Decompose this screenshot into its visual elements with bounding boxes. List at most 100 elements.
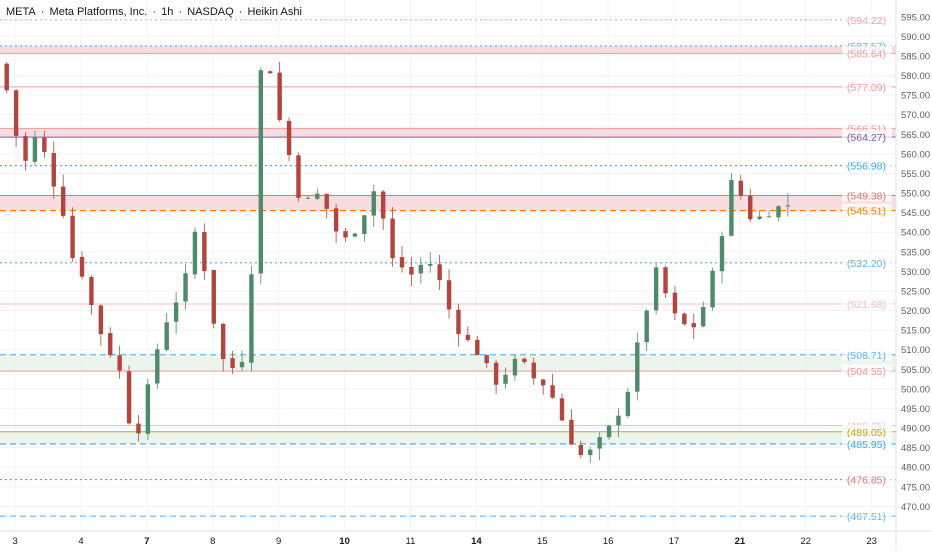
level-label-bg <box>842 347 892 361</box>
title-separator: · <box>238 6 243 18</box>
candle-body <box>89 277 94 306</box>
candle-body <box>249 274 254 363</box>
candle-body <box>559 398 565 421</box>
y-tick-label: 575.00 <box>901 91 930 102</box>
candle-body <box>4 63 9 91</box>
x-tick-label: 15 <box>537 536 548 547</box>
candle-body <box>540 379 546 386</box>
title-separator: · <box>178 6 183 18</box>
candle-body <box>362 215 367 235</box>
level-label: (549.38) <box>847 190 886 202</box>
candle-body <box>503 374 508 384</box>
y-tick-label: 555.00 <box>901 169 930 180</box>
candle-body <box>475 339 480 356</box>
price-zone <box>0 195 896 211</box>
level-label-bg <box>842 296 892 310</box>
candle-body <box>776 206 781 218</box>
title-separator: · <box>152 6 157 18</box>
level-label: (504.55) <box>847 366 886 378</box>
level-label-bg <box>842 130 892 144</box>
exchange-label: NASDAQ <box>187 6 234 18</box>
level-label: (532.20) <box>847 258 886 270</box>
candle-body <box>512 358 518 376</box>
chart-style-label: Heikin Ashi <box>247 6 302 18</box>
candle-body <box>766 216 772 218</box>
candle-body <box>522 358 527 362</box>
candle-body <box>70 215 75 259</box>
price-zone <box>0 354 896 372</box>
candle-body <box>117 355 122 371</box>
level-label-bg <box>842 436 892 450</box>
candle-body <box>465 334 471 340</box>
candle-body <box>220 323 226 360</box>
y-tick-label: 500.00 <box>901 384 930 395</box>
price-zone <box>0 45 896 54</box>
candle-body <box>211 269 216 324</box>
candle-body <box>192 231 198 275</box>
candle-body <box>653 267 659 311</box>
candle-body <box>428 264 433 266</box>
x-tick-label: 14 <box>471 536 482 547</box>
x-tick-label: 7 <box>144 536 149 547</box>
candle-body <box>785 205 791 207</box>
candle-body <box>60 186 66 216</box>
candle-body <box>672 292 678 314</box>
level-label-bg <box>842 424 892 438</box>
candle-body <box>700 307 706 327</box>
y-tick-label: 510.00 <box>901 345 930 356</box>
candle-body <box>710 270 715 308</box>
candle-body <box>569 419 574 445</box>
candle-body <box>578 445 584 455</box>
interval-label: 1h <box>161 6 174 18</box>
candle-body <box>484 355 489 364</box>
candle-body <box>682 313 687 325</box>
candle-body <box>126 371 132 424</box>
candle-body <box>493 362 499 385</box>
candle-body <box>51 153 56 187</box>
y-tick-label: 540.00 <box>901 228 930 239</box>
company-label: Meta Platforms, Inc. <box>49 6 148 18</box>
candle-body <box>108 333 113 356</box>
y-tick-label: 595.00 <box>901 12 930 23</box>
y-tick-label: 480.00 <box>901 463 930 474</box>
x-tick-label: 11 <box>406 536 416 547</box>
candle-body <box>286 121 292 156</box>
level-label-bg <box>842 79 892 93</box>
y-tick-label: 490.00 <box>901 424 930 435</box>
candle-body <box>305 197 311 199</box>
candle-body <box>42 137 47 152</box>
candle-body <box>616 415 621 426</box>
x-tick-label: 8 <box>210 536 215 547</box>
x-tick-label: 23 <box>866 536 877 547</box>
level-label: (556.98) <box>847 161 886 173</box>
candle-body <box>371 191 376 216</box>
candle-body <box>738 180 744 196</box>
candle-body <box>239 361 245 368</box>
y-tick-label: 565.00 <box>901 130 930 141</box>
price-axis <box>896 0 932 550</box>
candle-body <box>437 264 442 281</box>
y-tick-label: 585.00 <box>901 51 930 62</box>
candle-body <box>343 231 348 238</box>
candle-body <box>324 193 329 209</box>
level-label: (476.85) <box>847 475 886 487</box>
candle-body <box>691 323 696 328</box>
x-tick-label: 4 <box>78 536 83 547</box>
candle-body <box>202 231 207 272</box>
candle-body <box>32 136 38 162</box>
level-label: (485.95) <box>847 439 886 451</box>
level-label-bg <box>842 255 892 269</box>
x-tick-label: 3 <box>13 536 18 547</box>
candle-body <box>456 309 461 334</box>
candle-body <box>164 322 169 350</box>
level-label: (585.64) <box>847 48 886 60</box>
level-label-bg <box>842 509 892 523</box>
level-label: (564.27) <box>847 132 886 144</box>
y-tick-label: 525.00 <box>901 286 930 297</box>
x-tick-label: 17 <box>669 536 680 547</box>
y-tick-label: 580.00 <box>901 71 930 82</box>
level-label-bg <box>842 203 892 217</box>
candle-body <box>729 179 734 236</box>
candle-body <box>145 384 151 434</box>
